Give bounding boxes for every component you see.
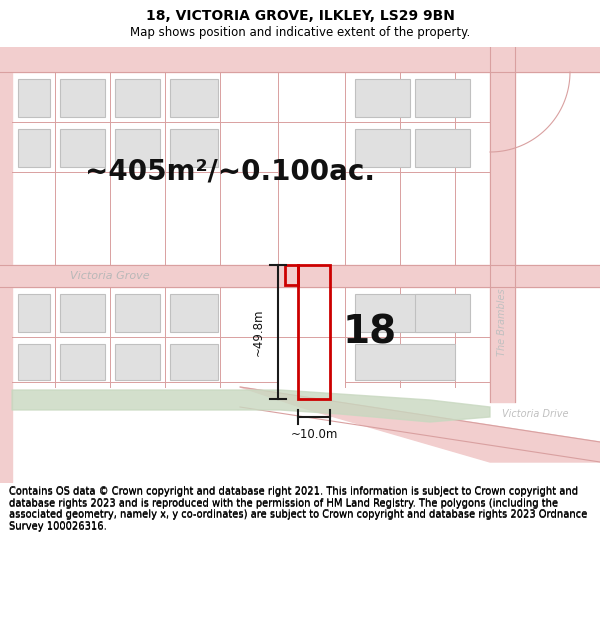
Bar xyxy=(355,344,455,380)
Bar xyxy=(170,294,218,332)
Text: Victoria Grove: Victoria Grove xyxy=(70,271,149,281)
Text: Victoria Drive: Victoria Drive xyxy=(502,409,568,419)
Bar xyxy=(115,129,160,167)
Text: ~10.0m: ~10.0m xyxy=(290,429,338,441)
Bar xyxy=(115,79,160,117)
Bar xyxy=(415,294,470,332)
Bar xyxy=(115,294,160,332)
Polygon shape xyxy=(12,390,490,422)
Bar xyxy=(170,344,218,380)
Bar xyxy=(18,79,50,117)
Bar xyxy=(170,79,218,117)
Polygon shape xyxy=(240,387,600,462)
Bar xyxy=(415,129,470,167)
Bar xyxy=(60,344,105,380)
Bar xyxy=(415,79,470,117)
Text: The Brambles: The Brambles xyxy=(497,288,507,356)
Bar xyxy=(115,344,160,380)
Bar xyxy=(355,294,455,332)
Text: Contains OS data © Crown copyright and database right 2021. This information is : Contains OS data © Crown copyright and d… xyxy=(9,486,587,531)
Bar xyxy=(60,294,105,332)
Text: 18: 18 xyxy=(343,313,397,351)
Bar xyxy=(18,129,50,167)
Bar xyxy=(18,294,50,332)
Bar xyxy=(355,79,410,117)
Text: Contains OS data © Crown copyright and database right 2021. This information is : Contains OS data © Crown copyright and d… xyxy=(9,487,587,532)
Bar xyxy=(18,344,50,380)
Bar xyxy=(355,129,410,167)
Text: ~405m²/~0.100ac.: ~405m²/~0.100ac. xyxy=(85,158,375,186)
Text: ~49.8m: ~49.8m xyxy=(251,308,265,356)
Bar xyxy=(170,129,218,167)
Text: Map shows position and indicative extent of the property.: Map shows position and indicative extent… xyxy=(130,26,470,39)
Bar xyxy=(60,129,105,167)
Bar xyxy=(60,79,105,117)
Text: 18, VICTORIA GROVE, ILKLEY, LS29 9BN: 18, VICTORIA GROVE, ILKLEY, LS29 9BN xyxy=(146,9,454,23)
